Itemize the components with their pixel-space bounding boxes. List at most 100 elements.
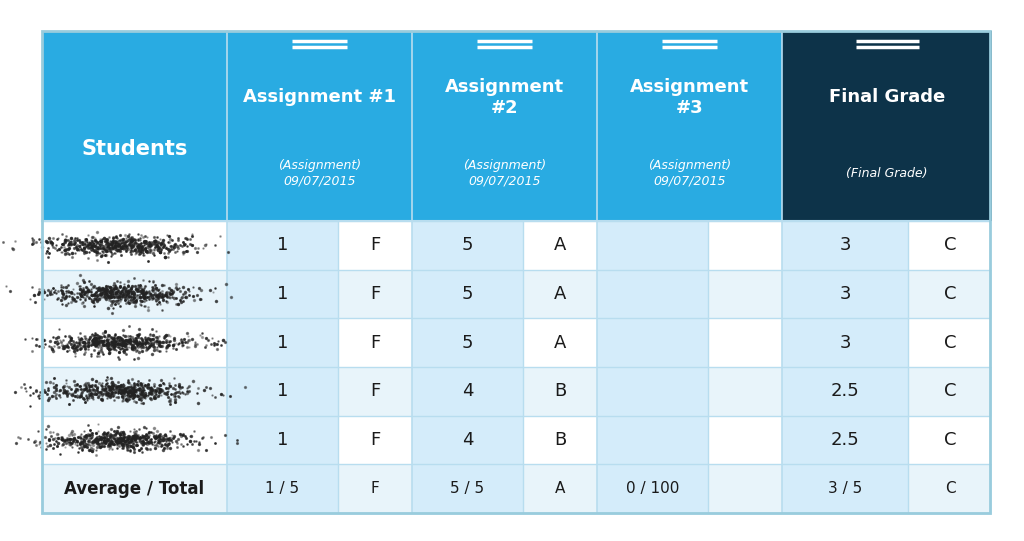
Point — [138, 434, 155, 443]
Point — [129, 247, 145, 256]
Point — [165, 384, 181, 392]
Point — [140, 334, 157, 342]
Point — [120, 397, 136, 405]
Point — [122, 446, 138, 454]
Point — [135, 291, 152, 299]
Point — [96, 250, 113, 259]
Point — [90, 295, 106, 304]
Point — [128, 336, 144, 345]
Point — [134, 394, 151, 403]
Point — [89, 228, 105, 237]
Point — [91, 337, 108, 345]
Point — [127, 430, 143, 438]
Point — [139, 337, 156, 346]
Point — [47, 434, 63, 443]
Text: C: C — [945, 481, 955, 496]
Point — [87, 289, 103, 298]
Point — [67, 289, 83, 298]
Point — [85, 298, 101, 306]
Point — [135, 289, 152, 298]
Point — [24, 239, 40, 248]
Point — [86, 334, 102, 342]
Point — [120, 277, 136, 286]
Point — [81, 338, 97, 346]
Point — [141, 388, 158, 397]
Point — [123, 436, 139, 445]
Point — [74, 287, 90, 296]
Point — [93, 382, 110, 391]
Point — [102, 291, 119, 300]
Point — [165, 341, 181, 349]
Point — [120, 286, 136, 295]
Point — [60, 245, 77, 253]
Point — [116, 388, 132, 397]
Point — [65, 426, 81, 435]
Point — [120, 432, 136, 440]
Point — [131, 434, 147, 443]
Point — [98, 386, 115, 395]
Point — [30, 427, 46, 436]
Point — [40, 286, 56, 294]
Point — [91, 287, 108, 296]
Point — [100, 391, 117, 399]
Point — [94, 338, 111, 347]
Point — [106, 290, 123, 299]
Point — [83, 340, 99, 348]
Point — [121, 433, 137, 441]
Point — [172, 431, 188, 440]
Point — [126, 433, 142, 441]
Point — [77, 441, 93, 450]
Point — [83, 390, 99, 398]
Point — [88, 446, 104, 454]
Point — [159, 230, 175, 239]
Point — [55, 384, 72, 393]
Point — [130, 249, 146, 258]
Point — [166, 335, 182, 344]
Point — [152, 291, 168, 300]
Point — [108, 297, 124, 306]
Point — [155, 296, 171, 305]
Point — [27, 298, 43, 307]
Point — [67, 239, 83, 247]
Point — [158, 384, 174, 392]
Point — [54, 240, 71, 248]
Point — [118, 340, 134, 348]
Point — [132, 379, 148, 387]
Point — [103, 288, 120, 297]
Point — [133, 440, 150, 449]
Point — [79, 385, 95, 394]
Point — [116, 292, 132, 301]
Point — [45, 427, 61, 436]
Point — [178, 386, 195, 395]
Point — [190, 384, 207, 393]
Point — [85, 445, 101, 454]
Point — [98, 386, 115, 395]
Point — [82, 244, 98, 253]
Point — [143, 291, 160, 299]
Point — [209, 345, 225, 353]
Point — [52, 386, 69, 395]
Point — [143, 238, 160, 247]
Point — [96, 328, 113, 337]
Point — [76, 349, 92, 358]
Point — [89, 384, 105, 392]
Point — [102, 431, 119, 440]
Point — [125, 295, 141, 304]
Point — [97, 388, 114, 397]
Point — [147, 291, 164, 300]
Point — [40, 386, 56, 394]
Point — [99, 286, 116, 295]
Point — [73, 244, 89, 253]
Point — [91, 441, 108, 450]
Point — [96, 289, 113, 298]
Bar — [523, 318, 597, 367]
Bar — [523, 221, 597, 269]
Point — [81, 385, 97, 393]
Point — [102, 332, 119, 341]
Point — [160, 384, 176, 392]
Point — [133, 296, 150, 305]
Point — [73, 290, 89, 299]
Point — [116, 387, 132, 396]
Point — [87, 340, 103, 349]
Point — [141, 376, 158, 385]
